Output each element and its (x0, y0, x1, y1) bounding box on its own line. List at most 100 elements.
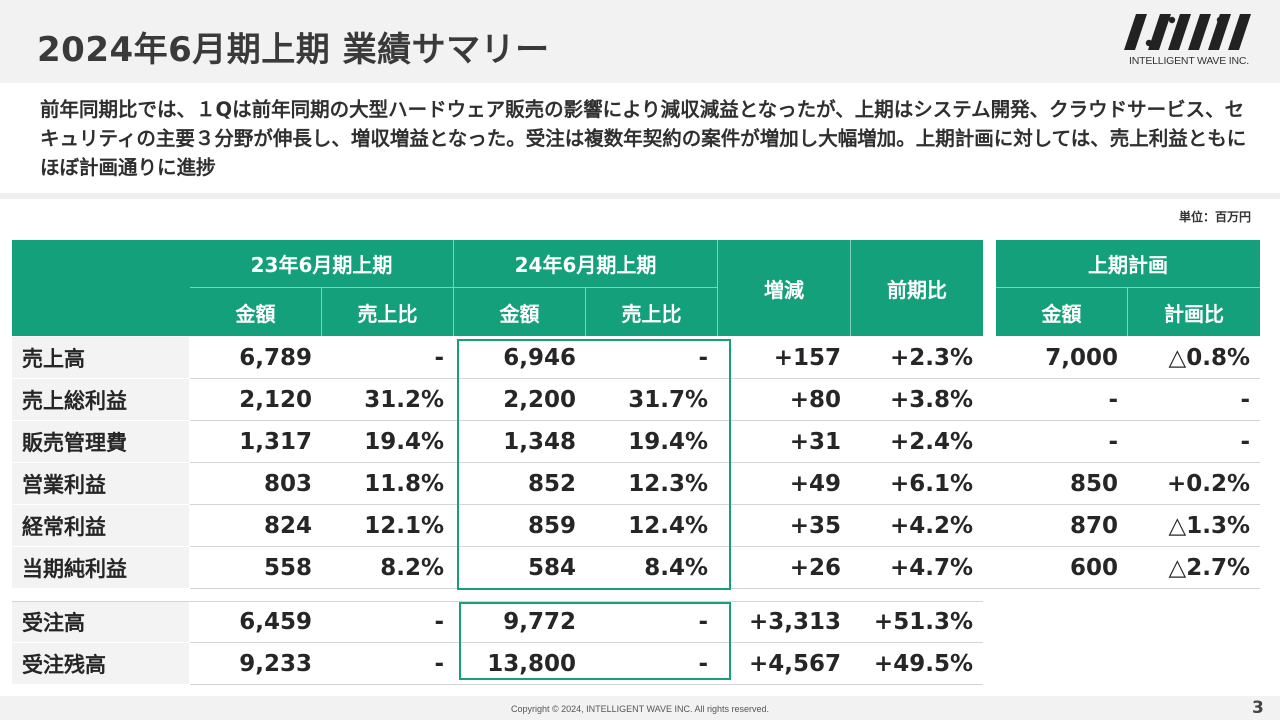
row-divider (190, 546, 1260, 547)
cell-fy23-amount: 6,789 (239, 345, 312, 371)
row-label: 営業利益 (12, 463, 189, 504)
cell-plan-ratio: △1.3% (1168, 513, 1250, 539)
cell-fy23-ratio: 8.2% (380, 555, 444, 581)
cell-fy23-amount: 9,233 (239, 651, 312, 677)
footer-band (0, 696, 1280, 720)
row-label: 経常利益 (12, 505, 189, 546)
cell-fy24-amount: 9,772 (503, 609, 576, 635)
cell-change: +31 (789, 429, 841, 455)
cell-yoy: +4.7% (889, 555, 973, 581)
cell-fy23-ratio: 31.2% (364, 387, 444, 413)
cell-yoy: +49.5% (873, 651, 973, 677)
cell-fy24-amount: 852 (527, 471, 576, 497)
cell-fy24-amount: 1,348 (503, 429, 576, 455)
cell-yoy: +4.2% (889, 513, 973, 539)
cell-fy23-amount: 2,120 (239, 387, 312, 413)
cell-fy24-amount: 13,800 (487, 651, 576, 677)
summary-box: 前年同期比では、１Qは前年同期の大型ハードウェア販売の影響により減収減益となった… (0, 83, 1280, 199)
row-divider (190, 378, 1260, 379)
header-change: 増減 (718, 240, 851, 336)
header-yoy: 前期比 (851, 240, 983, 336)
fy24-orders-highlight-frame (459, 602, 731, 680)
cell-fy24-ratio: - (698, 609, 708, 635)
cell-change: +3,313 (748, 609, 841, 635)
cell-fy24-ratio: 12.3% (628, 471, 708, 497)
row-label: 受注高 (12, 601, 189, 642)
cell-fy24-amount: 859 (527, 513, 576, 539)
cell-fy24-ratio: 19.4% (628, 429, 708, 455)
row-label: 受注残高 (12, 643, 189, 684)
fy24-highlight-frame (457, 339, 731, 590)
title-band (0, 0, 1280, 83)
cell-plan-amount: 870 (1069, 513, 1118, 539)
cell-fy24-ratio: 31.7% (628, 387, 708, 413)
cell-fy23-ratio: - (434, 651, 444, 677)
summary-text: 前年同期比では、１Qは前年同期の大型ハードウェア販売の影響により減収減益となった… (40, 98, 1247, 179)
cell-fy23-amount: 6,459 (239, 609, 312, 635)
cell-fy23-ratio: - (434, 345, 444, 371)
unit-label: 単位：百万円 (1178, 210, 1251, 224)
cell-fy24-amount: 2,200 (503, 387, 576, 413)
header-fy23: 23年6月期上期 (190, 240, 454, 288)
cell-fy23-ratio: 19.4% (364, 429, 444, 455)
subheader-fy23-ratio: 売上比 (322, 288, 454, 336)
row-divider (190, 462, 1260, 463)
cell-change: +157 (773, 345, 841, 371)
cell-change: +26 (789, 555, 841, 581)
cell-yoy: +2.3% (889, 345, 973, 371)
cell-plan-amount: 600 (1069, 555, 1118, 581)
subheader-plan-amount: 金額 (996, 288, 1128, 336)
subheader-fy24-amount: 金額 (454, 288, 586, 336)
cell-fy24-ratio: 12.4% (628, 513, 708, 539)
page-number: 3 (1252, 698, 1264, 718)
cell-fy23-amount: 803 (263, 471, 312, 497)
row-divider (190, 420, 1260, 421)
cell-plan-amount: 850 (1069, 471, 1118, 497)
row-divider (190, 642, 983, 643)
cell-fy23-ratio: 11.8% (364, 471, 444, 497)
cell-yoy: +3.8% (889, 387, 973, 413)
company-logo: INTELLIGENT WAVE INC. (1122, 10, 1256, 74)
cell-yoy: +6.1% (889, 471, 973, 497)
cell-plan-ratio: - (1240, 429, 1250, 455)
cell-fy24-ratio: - (698, 651, 708, 677)
header-blank (12, 240, 190, 336)
row-label: 販売管理費 (12, 421, 189, 462)
cell-change: +35 (789, 513, 841, 539)
cell-fy24-amount: 6,946 (503, 345, 576, 371)
cell-change: +49 (789, 471, 841, 497)
row-label: 売上総利益 (12, 379, 189, 420)
subheader-plan-ratio: 計画比 (1128, 288, 1260, 336)
page-title: 2024年6月期上期 業績サマリー (37, 30, 550, 70)
cell-change: +4,567 (748, 651, 841, 677)
orders-top-divider (12, 601, 983, 602)
cell-yoy: +2.4% (889, 429, 973, 455)
iwi-logo-icon (1124, 14, 1251, 50)
row-divider (190, 684, 983, 685)
cell-plan-amount: - (1108, 429, 1118, 455)
header-fy24: 24年6月期上期 (454, 240, 718, 288)
cell-fy23-amount: 1,317 (239, 429, 312, 455)
cell-fy24-ratio: - (698, 345, 708, 371)
row-label: 売上高 (12, 337, 189, 378)
cell-fy23-ratio: 12.1% (364, 513, 444, 539)
logo-subtitle: INTELLIGENT WAVE INC. (1129, 55, 1249, 67)
cell-plan-ratio: +0.2% (1166, 471, 1250, 497)
cell-yoy: +51.3% (873, 609, 973, 635)
cell-plan-ratio: △0.8% (1168, 345, 1250, 371)
cell-fy23-amount: 824 (263, 513, 312, 539)
subheader-fy24-ratio: 売上比 (586, 288, 718, 336)
cell-change: +80 (789, 387, 841, 413)
cell-plan-amount: 7,000 (1045, 345, 1118, 371)
row-divider (190, 504, 1260, 505)
copyright: Copyright © 2024, INTELLIGENT WAVE INC. … (510, 704, 770, 714)
subheader-fy23-amount: 金額 (190, 288, 322, 336)
cell-plan-amount: - (1108, 387, 1118, 413)
row-label: 当期純利益 (12, 547, 189, 588)
cell-plan-ratio: - (1240, 387, 1250, 413)
cell-plan-ratio: △2.7% (1168, 555, 1250, 581)
cell-fy24-ratio: 8.4% (644, 555, 708, 581)
header-plan: 上期計画 (996, 240, 1260, 288)
cell-fy23-amount: 558 (263, 555, 312, 581)
cell-fy24-amount: 584 (527, 555, 576, 581)
